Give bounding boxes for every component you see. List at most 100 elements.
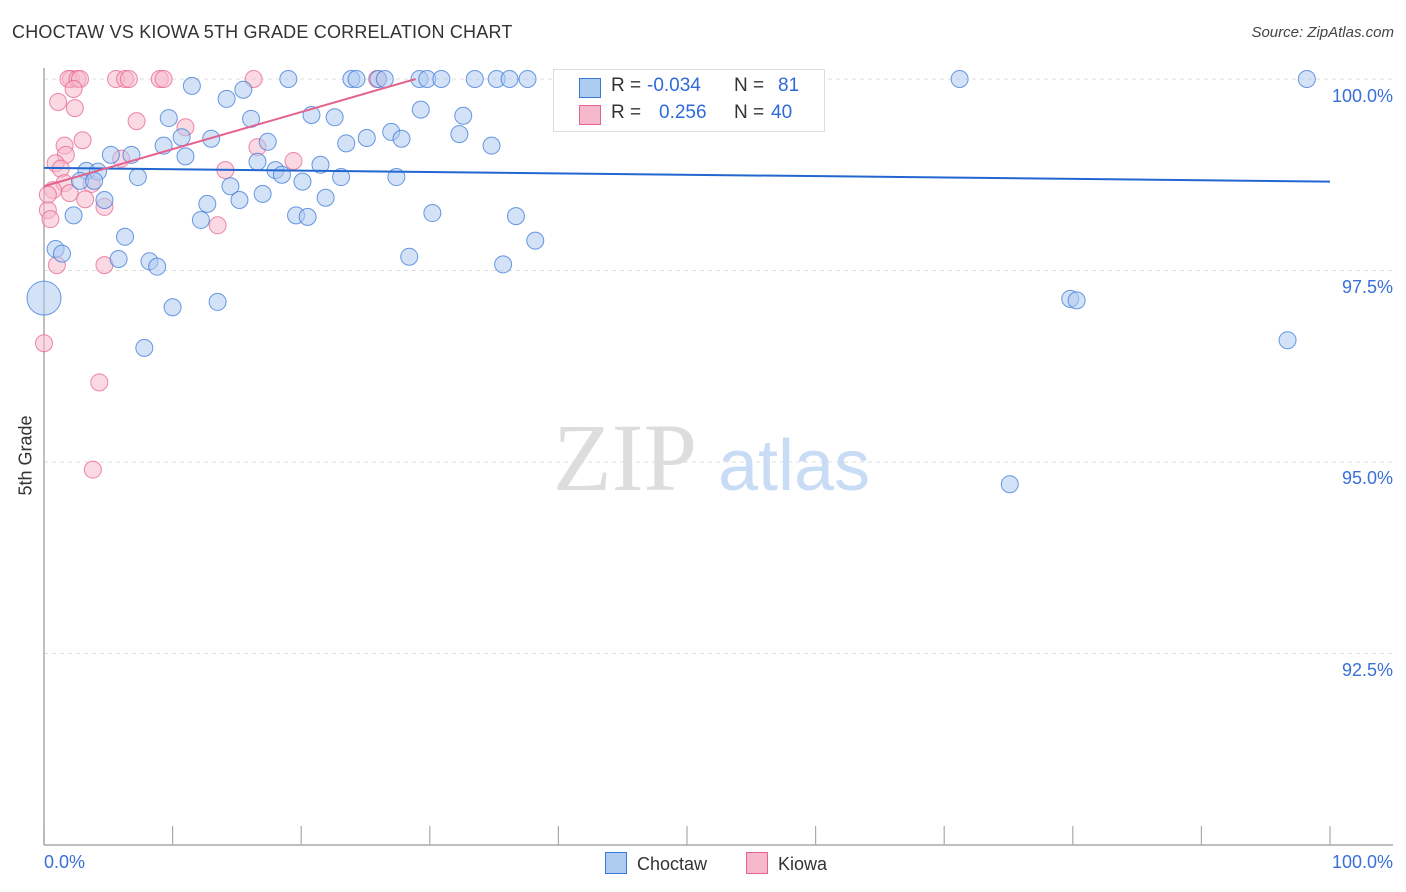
choctaw-point [95, 191, 114, 210]
kiowa-point [83, 460, 102, 479]
choctaw-point [248, 152, 267, 171]
n-value: 40 [771, 102, 793, 123]
kiowa-point [127, 112, 146, 131]
choctaw-point [217, 89, 236, 108]
choctaw-point [1000, 475, 1019, 494]
x-tick-label: 0.0% [44, 852, 86, 872]
choctaw-point [1297, 70, 1316, 88]
choctaw-swatch [605, 852, 627, 874]
x-tick-label: 100.0% [1331, 852, 1393, 872]
choctaw-point [311, 155, 330, 174]
n-value: 81 [778, 75, 800, 96]
kiowa-point [90, 373, 109, 392]
y-tick-label: 100.0% [1331, 86, 1393, 106]
bottom-legend-kiowa: Kiowa [746, 852, 827, 875]
choctaw-point [316, 188, 335, 207]
choctaw-point [423, 204, 442, 223]
choctaw-point [135, 338, 154, 357]
kiowa-point [73, 131, 92, 150]
choctaw-point [208, 292, 227, 311]
choctaw-trend-line [43, 166, 1331, 183]
choctaw-point [494, 255, 513, 274]
choctaw-point [128, 168, 147, 187]
choctaw-point [347, 70, 366, 88]
kiowa-point [284, 151, 303, 170]
choctaw-point [221, 177, 240, 196]
choctaw-point [454, 106, 473, 125]
choctaw-point [400, 247, 419, 266]
choctaw-point [172, 128, 191, 147]
legend-label: Kiowa [778, 854, 828, 874]
kiowa-point [38, 185, 57, 204]
kiowa-swatch [746, 852, 768, 874]
choctaw-point [148, 257, 167, 276]
choctaw-point [298, 207, 317, 226]
choctaw-point [253, 184, 272, 203]
r-value: 0.256 [659, 102, 707, 123]
y-tick-label: 97.5% [1341, 277, 1393, 297]
choctaw-point [325, 108, 344, 127]
choctaw-point [411, 100, 430, 119]
watermark-zip: ZIP [553, 404, 697, 511]
choctaw-point [176, 147, 195, 166]
choctaw-point [116, 227, 135, 246]
choctaw-point [482, 136, 501, 155]
kiowa-point [60, 184, 79, 203]
kiowa-point [35, 334, 53, 353]
chart-title: CHOCTAW VS KIOWA 5TH GRADE CORRELATION C… [12, 22, 513, 42]
watermark-atlas: atlas [718, 426, 870, 506]
choctaw-point [85, 171, 104, 190]
kiowa-point [64, 79, 83, 98]
n-label: N = [734, 75, 765, 96]
choctaw-swatch [579, 78, 601, 98]
choctaw-point [1067, 291, 1086, 310]
choctaw-point [332, 168, 351, 187]
choctaw-point [101, 145, 120, 164]
choctaw-point [375, 70, 394, 88]
y-axis-label: 5th Grade [15, 415, 36, 496]
kiowa-point [76, 190, 95, 209]
choctaw-point [279, 70, 298, 88]
n-label: N = [734, 102, 765, 123]
choctaw-point [109, 250, 128, 269]
choctaw-point [293, 172, 312, 191]
kiowa-point [208, 216, 227, 235]
choctaw-point [432, 70, 451, 88]
choctaw-point [198, 194, 217, 213]
legend-label: Choctaw [637, 854, 708, 874]
kiowa-point [119, 70, 138, 88]
choctaw-point [163, 298, 182, 317]
choctaw-point [500, 70, 519, 88]
choctaw-point [191, 210, 210, 229]
choctaw-point [272, 165, 291, 184]
kiowa-point [65, 99, 84, 118]
r-label: R = [611, 102, 642, 123]
choctaw-point [450, 125, 469, 144]
r-value: -0.034 [647, 75, 701, 96]
choctaw-point [357, 128, 376, 147]
choctaw-point [1278, 331, 1297, 350]
legend: R = -0.034 N = 81 R = 0.256 N = 40 [553, 69, 825, 132]
kiowa-swatch [579, 105, 601, 125]
choctaw-point [182, 76, 201, 95]
choctaw-point [465, 70, 484, 88]
kiowa-point [154, 70, 173, 88]
kiowa-point [41, 210, 60, 229]
choctaw-point [234, 80, 253, 99]
y-tick-label: 95.0% [1341, 468, 1393, 488]
choctaw-point [526, 231, 545, 250]
choctaw-point [258, 132, 277, 151]
choctaw-point [26, 280, 62, 316]
kiowa-trend-line [43, 78, 416, 188]
choctaw-point [506, 207, 525, 226]
r-label: R = [611, 75, 642, 96]
choctaw-point [53, 244, 72, 263]
source-label: Source: ZipAtlas.com [1251, 24, 1394, 41]
choctaw-point [518, 70, 537, 88]
bottom-legend-choctaw: Choctaw [605, 852, 707, 875]
choctaw-point [64, 206, 83, 225]
choctaw-point [337, 134, 356, 153]
y-tick-label: 92.5% [1341, 660, 1393, 680]
